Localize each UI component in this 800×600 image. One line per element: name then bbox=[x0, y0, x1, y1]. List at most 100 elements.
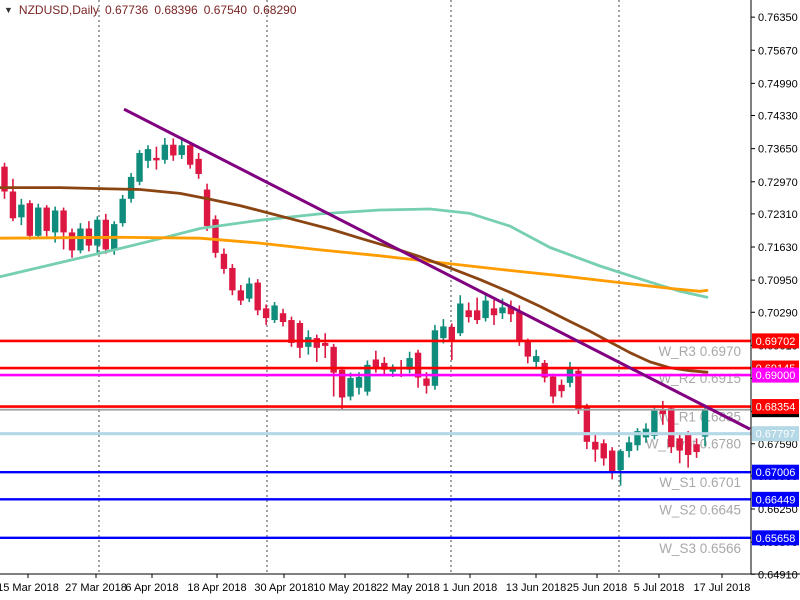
price-badge-w-s1 bbox=[752, 464, 799, 480]
price-axis-label: 0.67590 bbox=[758, 439, 798, 451]
candle-body-up bbox=[499, 307, 506, 314]
date-axis-label: 1 Jun 2018 bbox=[443, 582, 497, 594]
candle-body-down bbox=[262, 308, 270, 319]
candle-body-down bbox=[524, 341, 531, 357]
candle-body-up bbox=[651, 410, 658, 436]
candle-body-down bbox=[102, 219, 109, 250]
descending-trendline[interactable] bbox=[123, 107, 751, 431]
level-label-w-r3: W_R3 0.6970 bbox=[658, 344, 741, 359]
candle-body-down bbox=[220, 253, 228, 269]
level-label-w-s1: W_S1 0.6701 bbox=[659, 475, 741, 490]
candle-body-down bbox=[9, 191, 17, 219]
symbol-dropdown-icon[interactable]: ▼ bbox=[4, 5, 13, 15]
candle-body-up bbox=[51, 210, 59, 233]
symbol-period-label: NZDUSD,Daily bbox=[18, 3, 99, 17]
candle-body-up bbox=[482, 300, 489, 319]
candle-body-down bbox=[684, 434, 692, 455]
candle-body-up bbox=[144, 149, 152, 161]
candle-body-down bbox=[659, 410, 667, 415]
price-badge-w-r1-text: 0.68354 bbox=[756, 402, 796, 414]
candle-body-up bbox=[533, 356, 540, 362]
candle-body-down bbox=[170, 144, 177, 156]
price-axis-label: 0.74330 bbox=[758, 111, 798, 123]
candle-body-down bbox=[296, 322, 304, 348]
date-axis-label: 22 May 2018 bbox=[376, 582, 440, 594]
candle-body-down bbox=[322, 342, 329, 346]
candle-body-down bbox=[676, 438, 683, 451]
price-badge-round-0.6900 bbox=[752, 367, 799, 383]
level-label-w-r2: W_R2 0.6915 bbox=[658, 371, 741, 386]
candle-body-up bbox=[457, 303, 464, 334]
date-axis-label: 10 May 2018 bbox=[313, 582, 377, 594]
candle-body-up bbox=[94, 219, 101, 246]
ma-slow-mint-line bbox=[0, 207, 709, 299]
candle-body-down bbox=[558, 384, 565, 392]
ohlc-low: 0.67540 bbox=[203, 3, 248, 17]
candle-body-down bbox=[1, 166, 8, 192]
price-axis-label: 0.74990 bbox=[758, 78, 798, 90]
candle-body-down bbox=[186, 145, 194, 165]
date-axis-label: 15 Mar 2018 bbox=[0, 582, 59, 594]
candle-body-up bbox=[431, 330, 439, 386]
price-axis-label: 0.76350 bbox=[758, 12, 798, 24]
candle-body-down bbox=[279, 313, 287, 323]
candle-body-down bbox=[313, 338, 320, 348]
price-axis-label: 0.72310 bbox=[758, 209, 798, 221]
date-axis-label: 30 Apr 2018 bbox=[254, 582, 313, 594]
price-axis-label: 0.66250 bbox=[758, 504, 798, 516]
candle-body-up bbox=[246, 283, 253, 299]
price-axis-label: 0.70290 bbox=[758, 307, 798, 319]
candle-body-up bbox=[18, 204, 25, 218]
candle-body-down bbox=[583, 407, 591, 442]
ma-fast-brown-line bbox=[0, 186, 709, 374]
price-axis-label: 0.71630 bbox=[758, 242, 798, 254]
date-axis-label: 5 Jul 2018 bbox=[634, 582, 685, 594]
candle-body-up bbox=[406, 358, 413, 370]
price-badge-w-r3-text: 0.69702 bbox=[756, 336, 796, 348]
price-badge-w-r1 bbox=[752, 399, 799, 415]
candle-body-down bbox=[516, 311, 523, 342]
candle-body-down bbox=[43, 207, 50, 231]
price-badge-w-s1-text: 0.67006 bbox=[756, 467, 796, 479]
candle-body-down bbox=[490, 308, 498, 316]
candle-body-down bbox=[541, 362, 548, 378]
candle-body-up bbox=[271, 305, 278, 321]
candle-body-down bbox=[600, 443, 607, 459]
price-badge-w-s2 bbox=[752, 491, 799, 507]
candle-body-up bbox=[119, 198, 126, 224]
price-axis-label: 0.72970 bbox=[758, 177, 798, 189]
candle-body-up bbox=[347, 378, 354, 397]
candle-body-down bbox=[330, 346, 337, 373]
ma-medium-orange-line bbox=[0, 235, 709, 293]
candle-body-down bbox=[229, 267, 236, 291]
candle-body-up bbox=[701, 409, 709, 437]
level-label-w-pivot: W_Pivot 0.6780 bbox=[646, 437, 741, 452]
price-badge-w-pivot bbox=[752, 426, 799, 442]
candle-body-up bbox=[617, 451, 624, 471]
candle-body-down bbox=[212, 219, 219, 253]
candle-body-down bbox=[372, 359, 380, 370]
candle-body-up bbox=[77, 228, 84, 251]
candle-body-down bbox=[195, 158, 202, 174]
date-axis-label: 6 Apr 2018 bbox=[125, 582, 178, 594]
level-label-w-s2: W_S2 0.6645 bbox=[659, 502, 741, 517]
candle-body-down bbox=[608, 450, 616, 473]
price-badge-round-0.6900-text: 0.69000 bbox=[756, 370, 796, 382]
price-axis-label: 0.70950 bbox=[758, 275, 798, 287]
candle-body-up bbox=[127, 176, 135, 199]
candle-body-down bbox=[338, 369, 346, 398]
candle-body-down bbox=[254, 282, 261, 311]
candle-body-up bbox=[35, 207, 42, 236]
ohlc-open: 0.67736 bbox=[104, 3, 149, 17]
candle-body-down bbox=[473, 310, 481, 321]
date-axis-label: 17 Jul 2018 bbox=[694, 582, 751, 594]
candle-body-up bbox=[440, 326, 447, 339]
candle-body-down bbox=[381, 362, 388, 370]
candle-body-down bbox=[549, 376, 557, 397]
candle-body-down bbox=[60, 210, 67, 233]
candle-body-down bbox=[26, 203, 34, 236]
candle-body-down bbox=[448, 326, 456, 342]
price-badge-w-s3 bbox=[752, 530, 799, 546]
date-axis-label: 27 Mar 2018 bbox=[65, 582, 127, 594]
